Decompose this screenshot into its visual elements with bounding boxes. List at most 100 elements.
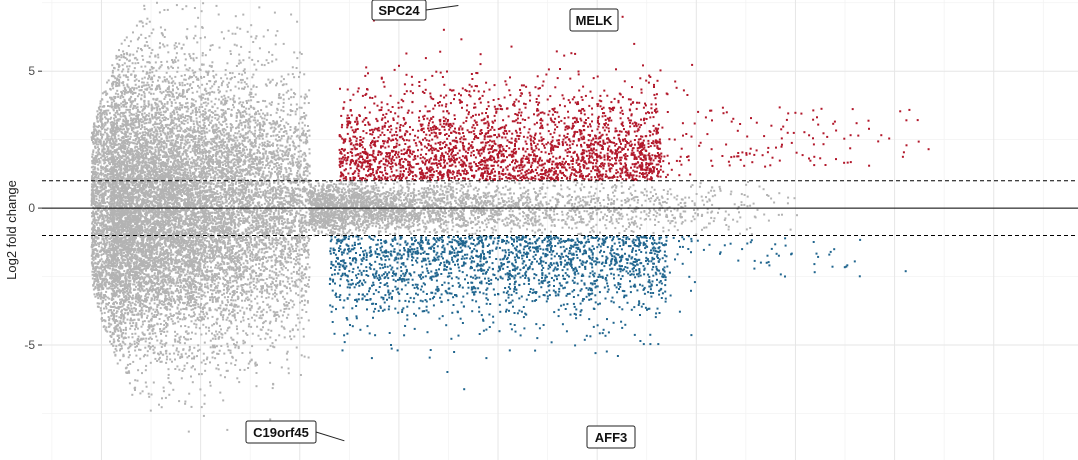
point-not-significant	[206, 265, 209, 268]
point-not-significant	[270, 285, 273, 288]
point-not-significant	[92, 210, 95, 213]
point-not-significant	[289, 128, 292, 131]
point-not-significant	[240, 81, 243, 84]
point-not-significant	[138, 125, 140, 128]
point-not-significant	[274, 289, 277, 292]
point-not-significant	[244, 183, 247, 186]
point-not-significant	[178, 252, 181, 255]
point-not-significant	[281, 153, 284, 156]
point-not-significant	[203, 274, 206, 277]
point-not-significant	[279, 229, 282, 232]
point-not-significant	[116, 62, 119, 65]
point-not-significant	[221, 302, 224, 305]
point-not-significant	[291, 300, 294, 303]
point-not-significant	[211, 85, 214, 88]
point-not-significant	[457, 198, 460, 201]
point-not-significant	[221, 217, 224, 220]
point-not-significant	[171, 131, 174, 134]
point-not-significant	[256, 124, 259, 127]
point-not-significant	[177, 320, 180, 323]
point-not-significant	[184, 173, 187, 176]
point-not-significant	[144, 346, 147, 349]
point-not-significant	[134, 249, 137, 252]
point-not-significant	[164, 216, 167, 219]
point-not-significant	[162, 303, 165, 306]
point-not-significant	[235, 65, 238, 67]
point-not-significant	[100, 137, 103, 140]
point-not-significant	[190, 239, 193, 242]
point-not-significant	[163, 140, 166, 143]
point-not-significant	[134, 349, 137, 352]
point-not-significant	[95, 155, 98, 157]
point-not-significant	[130, 169, 133, 172]
point-not-significant	[475, 195, 478, 198]
point-not-significant	[93, 123, 95, 126]
point-not-significant	[141, 303, 144, 305]
point-not-significant	[172, 282, 175, 285]
point-not-significant	[295, 250, 297, 252]
point-not-significant	[172, 153, 175, 155]
point-not-significant	[150, 254, 153, 257]
point-not-significant	[107, 247, 110, 250]
point-not-significant	[126, 293, 129, 295]
point-not-significant	[160, 61, 163, 63]
point-not-significant	[218, 150, 221, 152]
point-not-significant	[143, 320, 146, 323]
point-not-significant	[107, 273, 110, 276]
point-not-significant	[287, 367, 290, 370]
point-not-significant	[115, 151, 118, 154]
point-not-significant	[260, 292, 263, 295]
point-not-significant	[221, 133, 223, 136]
point-not-significant	[269, 80, 272, 83]
point-not-significant	[132, 139, 135, 142]
point-not-significant	[349, 222, 352, 225]
point-not-significant	[293, 218, 296, 221]
point-not-significant	[671, 220, 674, 222]
point-not-significant	[298, 267, 301, 270]
point-not-significant	[579, 215, 582, 218]
point-not-significant	[191, 192, 194, 195]
point-not-significant	[137, 312, 140, 315]
point-not-significant	[139, 273, 142, 275]
point-not-significant	[242, 273, 245, 275]
point-not-significant	[405, 219, 408, 222]
point-not-significant	[160, 360, 163, 363]
point-not-significant	[403, 199, 405, 202]
point-not-significant	[126, 129, 129, 132]
point-not-significant	[134, 297, 137, 300]
point-not-significant	[170, 134, 173, 137]
point-not-significant	[201, 106, 204, 108]
point-not-significant	[465, 224, 467, 226]
point-not-significant	[385, 227, 388, 230]
point-not-significant	[151, 168, 154, 171]
point-not-significant	[269, 213, 272, 216]
point-not-significant	[252, 280, 255, 283]
point-not-significant	[296, 172, 299, 174]
point-not-significant	[130, 311, 133, 314]
point-not-significant	[153, 299, 156, 301]
point-not-significant	[146, 87, 149, 90]
point-not-significant	[117, 216, 120, 219]
point-not-significant	[129, 119, 132, 122]
point-not-significant	[286, 219, 289, 222]
point-not-significant	[237, 163, 240, 165]
point-not-significant	[175, 145, 178, 148]
point-not-significant	[170, 104, 173, 107]
point-not-significant	[274, 264, 277, 267]
point-not-significant	[193, 355, 196, 358]
point-not-significant	[274, 224, 277, 227]
point-not-significant	[128, 191, 131, 194]
point-not-significant	[418, 223, 421, 226]
point-not-significant	[308, 89, 311, 92]
point-not-significant	[261, 161, 264, 163]
point-not-significant	[115, 227, 118, 230]
point-not-significant	[287, 123, 290, 126]
point-not-significant	[166, 355, 169, 358]
point-not-significant	[101, 124, 103, 127]
point-not-significant	[506, 188, 509, 191]
point-not-significant	[174, 101, 177, 104]
point-not-significant	[299, 374, 302, 376]
point-not-significant	[343, 218, 346, 220]
point-not-significant	[119, 146, 122, 149]
point-not-significant	[213, 148, 216, 151]
